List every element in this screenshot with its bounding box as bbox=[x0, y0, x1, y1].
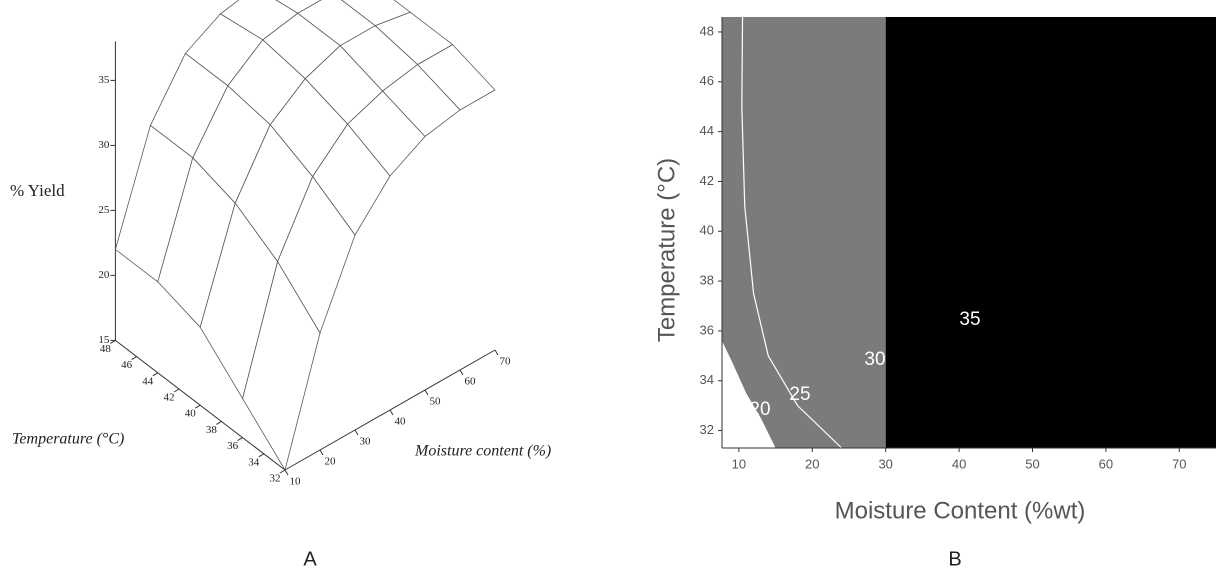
tick-mark bbox=[153, 373, 158, 376]
y-tick-label: 36 bbox=[700, 322, 714, 337]
y-tick-label: 38 bbox=[206, 424, 218, 436]
tick-mark bbox=[238, 438, 243, 441]
tick-mark bbox=[355, 430, 358, 435]
x-tick-label: 60 bbox=[465, 376, 477, 388]
y-tick-label: 32 bbox=[270, 473, 281, 485]
x-tick-label: 70 bbox=[1172, 456, 1186, 471]
tick-mark bbox=[495, 350, 498, 355]
x-tick-label: 10 bbox=[732, 456, 746, 471]
contour-label: 20 bbox=[749, 399, 770, 420]
x-tick-label: 50 bbox=[1025, 456, 1039, 471]
tick-mark bbox=[132, 357, 137, 360]
x-axis-label: Moisture Content (%wt) bbox=[835, 497, 1086, 524]
panel-label: A bbox=[303, 548, 317, 570]
z-tick-label: 30 bbox=[98, 139, 110, 151]
y-tick-label: 34 bbox=[700, 372, 714, 387]
tick-mark bbox=[285, 470, 288, 475]
y-tick-label: 46 bbox=[121, 359, 133, 371]
y-tick-label: 32 bbox=[700, 422, 714, 437]
y-tick-label: 34 bbox=[248, 456, 260, 468]
contour-region bbox=[886, 17, 1216, 448]
x-tick-label: 20 bbox=[805, 456, 819, 471]
tick-mark bbox=[460, 370, 463, 375]
y-tick-label: 38 bbox=[700, 273, 714, 288]
x-tick-label: 70 bbox=[500, 356, 512, 368]
x-tick-label: 40 bbox=[952, 456, 966, 471]
z-axis-label: % Yield bbox=[10, 181, 65, 200]
y-tick-label: 48 bbox=[700, 23, 714, 38]
y-tick-label: 44 bbox=[142, 375, 154, 387]
tick-mark bbox=[216, 421, 221, 424]
y-axis-label: Temperature (°C) bbox=[12, 431, 124, 448]
x-tick-label: 10 bbox=[290, 476, 302, 488]
x-tick-label: 20 bbox=[325, 456, 337, 468]
x-tick-label: 60 bbox=[1099, 456, 1113, 471]
y-tick-label: 42 bbox=[700, 173, 714, 188]
tick-mark bbox=[280, 470, 285, 473]
x-tick-label: 40 bbox=[395, 416, 407, 428]
y-tick-label: 40 bbox=[700, 223, 714, 238]
panel-label: B bbox=[948, 548, 961, 570]
y-tick-label: 40 bbox=[185, 408, 197, 420]
z-tick-label: 20 bbox=[98, 269, 110, 281]
figure: 1520253035323436384042444648102030405060… bbox=[0, 0, 1216, 574]
tick-mark bbox=[195, 405, 200, 408]
contour-label: 35 bbox=[959, 309, 980, 330]
tick-mark bbox=[259, 454, 264, 457]
tick-mark bbox=[320, 450, 323, 455]
y-tick-label: 36 bbox=[227, 440, 239, 452]
contour-label: 25 bbox=[789, 384, 810, 405]
z-tick-label: 25 bbox=[98, 204, 110, 216]
z-tick-label: 35 bbox=[98, 74, 110, 86]
x-axis-label: Moisture content (%) bbox=[414, 443, 551, 460]
y-axis-label: Temperature (°C) bbox=[653, 158, 680, 342]
tick-mark bbox=[174, 389, 179, 392]
y-tick-label: 44 bbox=[700, 123, 714, 138]
y-tick-label: 42 bbox=[164, 392, 175, 404]
x-tick-label: 50 bbox=[430, 396, 442, 408]
contour-label: 30 bbox=[864, 349, 885, 370]
x-tick-label: 30 bbox=[878, 456, 892, 471]
x-tick-label: 30 bbox=[360, 436, 372, 448]
y-tick-label: 48 bbox=[100, 343, 112, 355]
tick-mark bbox=[390, 410, 393, 415]
tick-mark bbox=[425, 390, 428, 395]
y-tick-label: 46 bbox=[700, 73, 714, 88]
